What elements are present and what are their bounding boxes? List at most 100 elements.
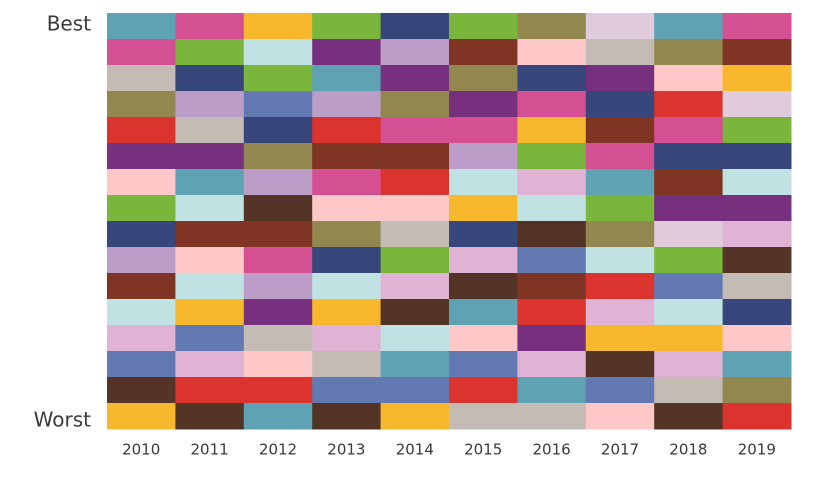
cell bbox=[312, 143, 382, 170]
cell bbox=[243, 221, 313, 248]
cell bbox=[243, 299, 313, 326]
cell bbox=[312, 195, 382, 222]
cell bbox=[380, 169, 450, 196]
cell bbox=[312, 221, 382, 248]
cell bbox=[175, 351, 245, 378]
cell bbox=[107, 403, 176, 430]
x-tick-label: 2013 bbox=[327, 441, 365, 459]
cell bbox=[585, 143, 655, 170]
cell bbox=[243, 143, 313, 170]
cell bbox=[654, 169, 724, 196]
cell bbox=[449, 143, 518, 170]
cell bbox=[243, 351, 313, 378]
x-tick-label: 2018 bbox=[669, 441, 707, 459]
cell bbox=[175, 143, 245, 170]
cell bbox=[585, 39, 655, 66]
cell bbox=[312, 299, 382, 326]
cell bbox=[449, 351, 518, 378]
cell bbox=[312, 247, 382, 274]
cell bbox=[585, 169, 655, 196]
cell bbox=[380, 377, 450, 404]
cell bbox=[654, 325, 724, 352]
cell bbox=[722, 377, 792, 404]
cell bbox=[654, 91, 724, 118]
cell bbox=[722, 143, 792, 170]
cell bbox=[722, 403, 792, 430]
cell bbox=[517, 403, 587, 430]
cell bbox=[585, 273, 655, 300]
cell bbox=[449, 195, 518, 222]
cell bbox=[654, 273, 724, 300]
cell bbox=[312, 377, 382, 404]
cell bbox=[380, 91, 450, 118]
cell bbox=[654, 65, 724, 92]
cell bbox=[380, 325, 450, 352]
cell bbox=[585, 403, 655, 430]
cell bbox=[175, 403, 245, 430]
x-tick-label: 2014 bbox=[396, 441, 434, 459]
cell bbox=[175, 117, 245, 144]
cell bbox=[517, 13, 587, 40]
cell bbox=[517, 143, 587, 170]
x-tick-label: 2015 bbox=[464, 441, 502, 459]
cell bbox=[654, 117, 724, 144]
cell bbox=[107, 299, 176, 326]
cell bbox=[175, 325, 245, 352]
cell bbox=[380, 247, 450, 274]
cell bbox=[380, 299, 450, 326]
cell bbox=[585, 377, 655, 404]
cell bbox=[722, 273, 792, 300]
cell bbox=[449, 247, 518, 274]
cell bbox=[654, 195, 724, 222]
cell bbox=[449, 13, 518, 40]
cell bbox=[517, 195, 587, 222]
cell bbox=[585, 65, 655, 92]
cell bbox=[654, 299, 724, 326]
cell bbox=[380, 351, 450, 378]
cell bbox=[312, 117, 382, 144]
cell bbox=[449, 169, 518, 196]
cell bbox=[654, 143, 724, 170]
cell bbox=[243, 273, 313, 300]
cell bbox=[517, 299, 587, 326]
cell bbox=[107, 221, 176, 248]
x-tick-label: 2011 bbox=[191, 441, 229, 459]
cell bbox=[654, 351, 724, 378]
cell bbox=[585, 325, 655, 352]
cell bbox=[654, 13, 724, 40]
cell bbox=[243, 117, 313, 144]
cell bbox=[722, 247, 792, 274]
cell bbox=[722, 65, 792, 92]
cell bbox=[312, 325, 382, 352]
x-tick-label: 2012 bbox=[259, 441, 297, 459]
cell bbox=[449, 403, 518, 430]
cell bbox=[722, 221, 792, 248]
cell bbox=[722, 195, 792, 222]
cell bbox=[243, 377, 313, 404]
cell bbox=[585, 13, 655, 40]
cell bbox=[585, 117, 655, 144]
cell bbox=[517, 325, 587, 352]
cell bbox=[585, 195, 655, 222]
cell bbox=[517, 247, 587, 274]
cell bbox=[107, 377, 176, 404]
cell bbox=[312, 403, 382, 430]
cell bbox=[380, 143, 450, 170]
cell bbox=[722, 325, 792, 352]
cell bbox=[585, 247, 655, 274]
cell bbox=[243, 39, 313, 66]
cell bbox=[243, 65, 313, 92]
cell bbox=[722, 91, 792, 118]
cell bbox=[449, 299, 518, 326]
cell bbox=[243, 247, 313, 274]
cell bbox=[312, 169, 382, 196]
cell bbox=[107, 195, 176, 222]
best-label: Best bbox=[47, 12, 91, 36]
cell bbox=[654, 39, 724, 66]
cell bbox=[449, 65, 518, 92]
cell bbox=[312, 273, 382, 300]
cell bbox=[175, 13, 245, 40]
cell bbox=[517, 39, 587, 66]
cell bbox=[654, 221, 724, 248]
cell bbox=[722, 351, 792, 378]
